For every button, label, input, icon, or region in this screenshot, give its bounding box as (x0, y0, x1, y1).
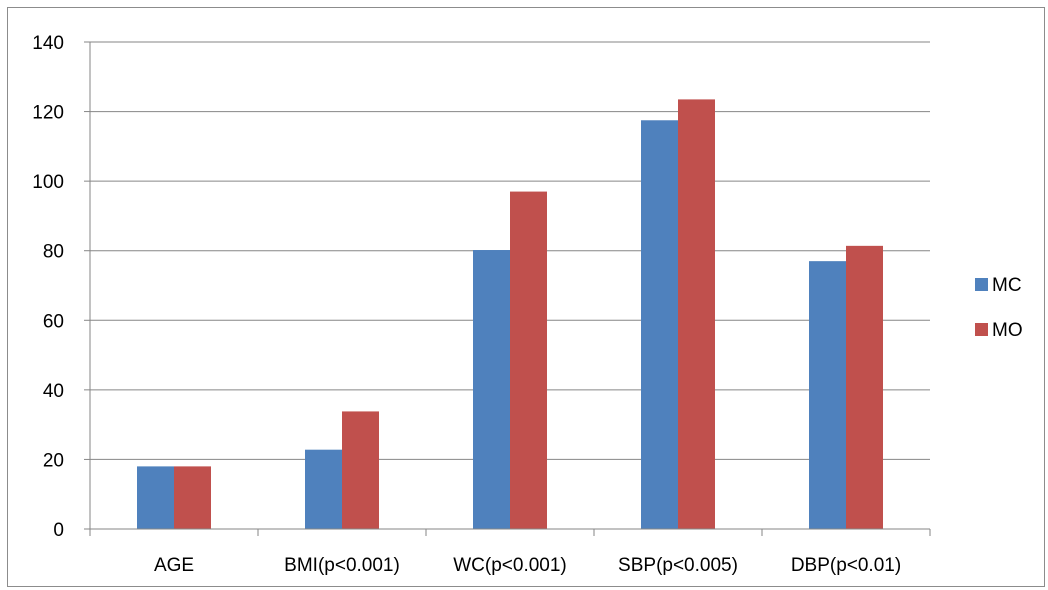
x-tick-label: WC(p<0.001) (453, 555, 567, 576)
y-tick-label: 0 (53, 520, 64, 541)
x-tick-label: AGE (154, 555, 194, 576)
legend-label-mo: MO (992, 320, 1023, 341)
x-axis-tick-labels: AGE BMI(p<0.001) WC(p<0.001) SBP(p<0.005) DB… (154, 555, 901, 576)
bar-mc-2 (473, 250, 510, 530)
y-tick-label: 20 (43, 450, 64, 471)
bar-mo-1 (342, 411, 379, 529)
gridlines (90, 41, 930, 460)
legend: MC MO (975, 275, 1023, 341)
bar-mo-0 (174, 466, 211, 529)
bar-mo-2 (510, 191, 547, 530)
y-tick-label: 100 (32, 172, 64, 193)
y-tick-label: 140 (32, 33, 64, 54)
legend-swatch-mc (975, 278, 988, 291)
y-tick-label: 60 (43, 311, 64, 332)
y-tick-label: 80 (43, 242, 64, 263)
bar-mo-3 (678, 99, 715, 530)
y-axis-tick-labels: 0 20 40 60 80 100 120 140 (32, 33, 64, 541)
bar-mo-4 (846, 245, 883, 529)
bar-mc-0 (137, 466, 174, 529)
bar-mc-4 (809, 261, 846, 529)
y-tick-label: 40 (43, 381, 64, 402)
y-tick-label: 120 (32, 103, 64, 124)
x-tick-label: DBP(p<0.01) (791, 555, 901, 576)
bars (137, 99, 883, 530)
bar-mc-3 (641, 120, 678, 530)
legend-label-mc: MC (992, 275, 1022, 296)
x-tick-label: SBP(p<0.005) (618, 555, 738, 576)
axes (84, 41, 931, 536)
legend-swatch-mo (975, 323, 988, 336)
x-tick-label: BMI(p<0.001) (284, 555, 400, 576)
bar-mc-1 (305, 449, 342, 529)
